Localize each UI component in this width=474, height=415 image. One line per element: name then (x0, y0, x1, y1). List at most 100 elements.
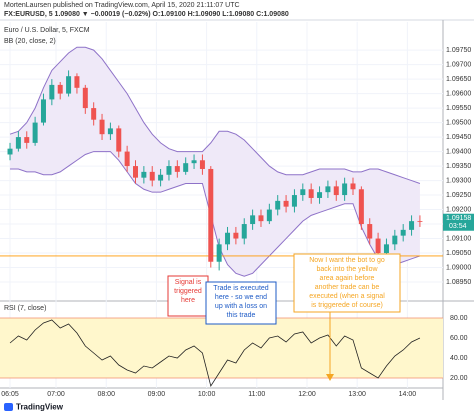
annotation-text: this trade (227, 312, 256, 319)
annotation-text: here - so we end (215, 294, 267, 301)
candle-body (333, 186, 339, 196)
candle-body (107, 128, 113, 135)
x-tick-label: 12:00 (298, 391, 316, 398)
y-tick-label: 1.09450 (446, 134, 471, 141)
annotation-text: is triggerede of course) (311, 302, 383, 309)
annotation-text: up with a loss on (215, 303, 267, 310)
x-tick-label: 13:00 (348, 391, 366, 398)
candle-body (358, 189, 364, 225)
annotation-text: Trade is executed (213, 285, 268, 292)
candle-body (66, 76, 72, 94)
candle-body (266, 209, 272, 222)
y-tick-label: 1.09000 (446, 264, 471, 271)
candle-body (208, 168, 214, 262)
candle-body (283, 200, 289, 207)
candle-body (216, 244, 222, 262)
candle-body (400, 229, 406, 236)
last-price-time: 03:54 (449, 223, 467, 230)
x-tick-label: 11:00 (248, 391, 265, 398)
candle-body (392, 235, 398, 245)
y-tick-label: 1.09050 (446, 250, 471, 257)
rsi-tick-label: 80.00 (450, 315, 468, 322)
candle-body (183, 163, 189, 172)
candle-body (317, 192, 323, 198)
y-tick-label: 1.09400 (446, 148, 471, 155)
candle-body (275, 200, 281, 210)
rsi-tick-label: 20.00 (450, 375, 468, 382)
candle-body (133, 166, 138, 178)
candle-body (99, 119, 105, 135)
y-tick-label: 1.08950 (446, 279, 471, 286)
x-tick-label: 10:00 (198, 391, 216, 398)
x-tick-label: 07:00 (47, 391, 65, 398)
candle-body (258, 215, 264, 222)
y-tick-label: 1.09550 (446, 105, 471, 112)
candle-body (199, 160, 205, 169)
candle-body (342, 183, 348, 196)
candle-body (291, 195, 297, 207)
candle-body (24, 137, 30, 143)
candle-body (82, 87, 88, 109)
rsi-tick-label: 60.00 (450, 335, 468, 342)
annotation-text: another trade can be (315, 284, 380, 291)
y-tick-label: 1.09100 (446, 235, 471, 242)
candle-body (49, 84, 55, 100)
candle-body (241, 224, 247, 239)
candle-body (250, 215, 256, 225)
annotation-box (293, 253, 401, 313)
candle-body (32, 122, 38, 143)
candle-body (367, 224, 373, 239)
y-tick-label: 1.09300 (446, 177, 471, 184)
rsi-legend: RSI (7, close) (4, 305, 46, 312)
plot: 1.089501.090001.090501.091001.091501.092… (0, 22, 474, 398)
candle-body (417, 221, 423, 222)
rsi-line (9, 319, 421, 387)
annotation-text: executed (when a signal (309, 293, 385, 300)
candle-body (116, 128, 122, 152)
x-tick-label: 09:00 (148, 391, 166, 398)
rsi-tick-label: 40.00 (450, 355, 468, 362)
candle-body (7, 148, 13, 155)
candle-body (57, 84, 63, 94)
candle-body (409, 221, 415, 230)
annotation-text: Signal is (175, 279, 202, 286)
annotation-text: back into the yellow (316, 266, 378, 273)
annotation-box (167, 275, 209, 317)
header-line1: MortenLaursen published on TradingView.c… (4, 2, 240, 9)
candle-body (325, 186, 331, 193)
y-tick-label: 1.09200 (446, 206, 471, 213)
x-tick-label: 08:00 (97, 391, 115, 398)
candle-body (233, 232, 239, 239)
last-price-label: 1.09158 (446, 215, 471, 222)
annotation-text: area again before (320, 275, 375, 282)
candle-body (40, 99, 46, 123)
candle-body (350, 183, 356, 190)
bb-legend: BB (20, close, 2) (4, 38, 56, 45)
candle-body (74, 76, 80, 88)
annotation-text: here (181, 297, 195, 304)
header-line2: FX:EURUSD, 5 1.09080 ▼ −0.00019 (−0.02%)… (4, 11, 289, 18)
x-tick-label: 06:05 (1, 391, 19, 398)
candle-body (375, 238, 381, 254)
annotation-text: Now I want the bot to go (309, 257, 385, 264)
y-tick-label: 1.09350 (446, 163, 471, 170)
y-tick-label: 1.09600 (446, 90, 471, 97)
bb-upper (9, 46, 421, 184)
candle-body (15, 137, 21, 149)
candle-body (308, 189, 314, 198)
brand: TradingView (16, 403, 64, 412)
symbol-legend: Euro / U.S. Dollar, 5, FXCM (4, 27, 90, 34)
bb-fill (10, 47, 420, 277)
candle-body (158, 174, 164, 181)
candle-body (149, 171, 155, 181)
bb-lower (10, 151, 421, 277)
y-tick-label: 1.09250 (446, 192, 471, 199)
annotation-arrowhead (326, 374, 334, 381)
annotation-text: triggered (174, 288, 202, 295)
last-price-tag (443, 213, 474, 231)
brand-logo (4, 403, 13, 411)
candle-body (91, 108, 97, 120)
candle-body (225, 232, 231, 245)
candle-body (141, 171, 147, 178)
